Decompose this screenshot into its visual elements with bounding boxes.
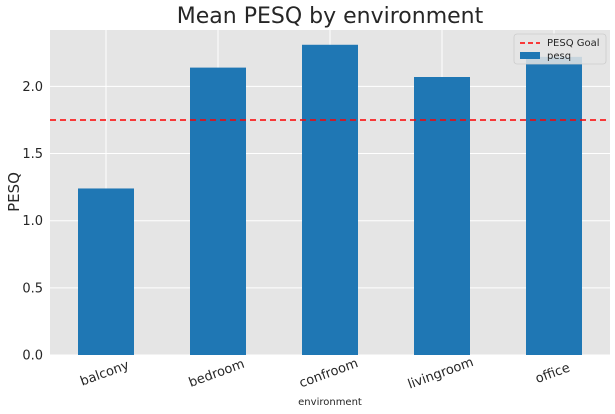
- y-axis-ticks: 0.0 0.5 1.0 1.5 2.0: [22, 80, 43, 364]
- x-tick-label: office: [533, 361, 572, 387]
- bar-livingroom: [414, 77, 470, 355]
- bar-bedroom: [190, 67, 246, 355]
- legend-pesq-swatch: [520, 52, 540, 59]
- x-tick-label: livingroom: [406, 355, 476, 393]
- y-axis-label: PESQ: [5, 172, 23, 212]
- y-tick-label: 0.0: [22, 349, 43, 364]
- legend-pesq-label: pesq: [547, 51, 571, 62]
- bar-confroom: [302, 44, 358, 355]
- x-tick-label: bedroom: [187, 357, 247, 391]
- legend: PESQ Goal pesq: [513, 33, 607, 65]
- bar-office: [526, 56, 582, 356]
- x-tick-label: confroom: [297, 356, 360, 391]
- y-tick-label: 1.5: [22, 147, 43, 162]
- bar-balcony: [78, 188, 134, 355]
- y-tick-label: 2.0: [22, 80, 43, 95]
- y-tick-label: 0.5: [22, 281, 43, 296]
- legend-goal-label: PESQ Goal: [547, 38, 600, 49]
- x-axis-ticks: balcony bedroom confroom livingroom office: [78, 355, 572, 393]
- y-tick-label: 1.0: [22, 214, 43, 229]
- chart-title: Mean PESQ by environment: [177, 4, 484, 29]
- bars: [78, 44, 582, 356]
- x-tick-label: balcony: [78, 358, 131, 390]
- x-axis-label: environment: [298, 397, 362, 408]
